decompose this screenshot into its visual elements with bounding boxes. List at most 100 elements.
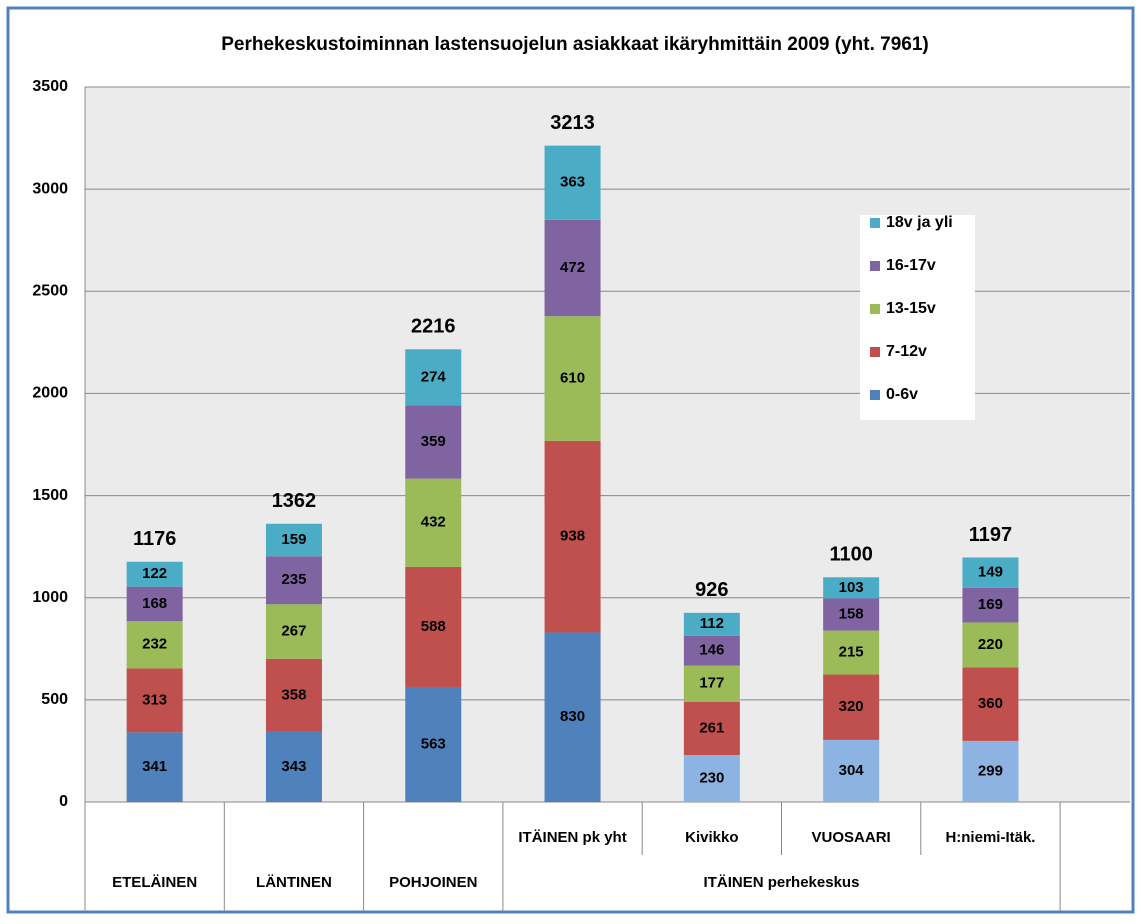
x-tick-label: ETELÄINEN bbox=[112, 874, 197, 891]
total-label: 1100 bbox=[829, 544, 872, 566]
bar-segment bbox=[962, 740, 1019, 802]
bar-segment bbox=[683, 612, 740, 636]
bar-segment bbox=[823, 577, 880, 599]
segment-label: 588 bbox=[421, 618, 446, 635]
total-label: 926 bbox=[695, 579, 728, 601]
x-tick-label: LÄNTINEN bbox=[256, 874, 332, 891]
segment-label: 363 bbox=[560, 174, 585, 191]
segment-label: 230 bbox=[699, 769, 724, 786]
bar-segment bbox=[962, 667, 1019, 741]
segment-label: 938 bbox=[560, 528, 585, 545]
segment-label: 122 bbox=[142, 565, 167, 582]
bar-segment bbox=[126, 561, 183, 587]
y-tick-label: 3000 bbox=[32, 180, 68, 197]
total-label: 3213 bbox=[550, 112, 595, 134]
legend-label: 0-6v bbox=[886, 386, 918, 403]
segment-label: 168 bbox=[142, 595, 167, 612]
segment-label: 146 bbox=[699, 642, 724, 659]
group-label: ITÄINEN perhekeskus bbox=[704, 874, 860, 891]
y-tick-label: 2500 bbox=[32, 283, 68, 300]
bar-segment bbox=[683, 635, 740, 666]
segment-label: 472 bbox=[560, 259, 585, 276]
total-label: 1197 bbox=[969, 524, 1012, 546]
y-tick-label: 2000 bbox=[32, 385, 68, 402]
bar-segment bbox=[265, 658, 322, 732]
y-tick-label: 1500 bbox=[32, 487, 68, 504]
segment-label: 563 bbox=[421, 735, 446, 752]
segment-label: 169 bbox=[978, 596, 1003, 613]
legend-swatch bbox=[870, 261, 880, 271]
segment-label: 610 bbox=[560, 369, 585, 386]
x-tick-label: POHJOINEN bbox=[389, 874, 477, 891]
bar-segment bbox=[823, 674, 880, 740]
legend-swatch bbox=[870, 304, 880, 314]
bar-segment bbox=[265, 556, 322, 605]
bar-segment bbox=[126, 668, 183, 733]
segment-label: 267 bbox=[281, 622, 306, 639]
x-tick-label: ITÄINEN pk yht bbox=[518, 829, 626, 846]
bar-segment bbox=[265, 731, 322, 802]
legend-label: 18v ja yli bbox=[886, 214, 953, 231]
bar-segment bbox=[683, 665, 740, 702]
y-tick-label: 1000 bbox=[32, 589, 68, 606]
segment-label: 103 bbox=[839, 579, 864, 596]
bar-segment bbox=[544, 632, 601, 802]
bar-segment bbox=[544, 440, 601, 633]
segment-label: 274 bbox=[421, 368, 447, 385]
bar-segment bbox=[405, 686, 462, 802]
bar-segment bbox=[405, 478, 462, 567]
bar-segment bbox=[823, 630, 880, 675]
bar-segment bbox=[126, 586, 183, 622]
segment-label: 343 bbox=[281, 758, 306, 775]
legend-box bbox=[860, 215, 975, 420]
total-label: 2216 bbox=[411, 316, 456, 338]
legend-swatch bbox=[870, 347, 880, 357]
segment-label: 432 bbox=[421, 514, 446, 531]
bar-segment bbox=[683, 755, 740, 802]
total-label: 1362 bbox=[272, 490, 317, 512]
segment-label: 232 bbox=[142, 636, 167, 653]
segment-label: 359 bbox=[421, 433, 446, 450]
bar-segment bbox=[405, 349, 462, 406]
segment-label: 358 bbox=[281, 686, 306, 703]
plot-area bbox=[85, 87, 1130, 802]
bar-segment bbox=[962, 557, 1019, 588]
segment-label: 320 bbox=[839, 698, 864, 715]
bar-segment bbox=[265, 523, 322, 557]
segment-label: 341 bbox=[142, 758, 167, 775]
legend-swatch bbox=[870, 218, 880, 228]
bar-segment bbox=[544, 145, 601, 220]
segment-label: 830 bbox=[560, 708, 585, 725]
x-tick-label: H:niemi-Itäk. bbox=[945, 829, 1035, 846]
segment-label: 158 bbox=[839, 605, 864, 622]
x-tick-label: VUOSAARI bbox=[812, 829, 891, 846]
segment-label: 112 bbox=[700, 615, 724, 632]
chart-title: Perhekeskustoiminnan lastensuojelun asia… bbox=[221, 34, 929, 55]
segment-label: 304 bbox=[839, 762, 865, 779]
bar-segment bbox=[126, 621, 183, 669]
segment-label: 360 bbox=[978, 695, 1003, 712]
bar-segment bbox=[405, 405, 462, 479]
bar-segment bbox=[265, 604, 322, 659]
y-tick-label: 500 bbox=[41, 691, 68, 708]
segment-label: 177 bbox=[699, 675, 724, 692]
bar-segment bbox=[544, 219, 601, 317]
segment-label: 215 bbox=[839, 644, 864, 661]
bar-segment bbox=[962, 587, 1019, 623]
bar-segment bbox=[544, 316, 601, 441]
segment-label: 159 bbox=[281, 531, 306, 548]
segment-label: 299 bbox=[978, 762, 1003, 779]
bar-segment bbox=[683, 701, 740, 756]
bar-segment bbox=[126, 732, 183, 802]
bar-segment bbox=[405, 566, 462, 687]
legend-label: 13-15v bbox=[886, 300, 936, 317]
legend-swatch bbox=[870, 390, 880, 400]
y-tick-label: 3500 bbox=[32, 78, 68, 95]
segment-label: 149 bbox=[978, 564, 1003, 581]
total-label: 1176 bbox=[133, 528, 176, 550]
legend-label: 7-12v bbox=[886, 343, 927, 360]
segment-label: 220 bbox=[978, 636, 1003, 653]
bar-segment bbox=[823, 739, 880, 802]
segment-label: 235 bbox=[281, 571, 306, 588]
